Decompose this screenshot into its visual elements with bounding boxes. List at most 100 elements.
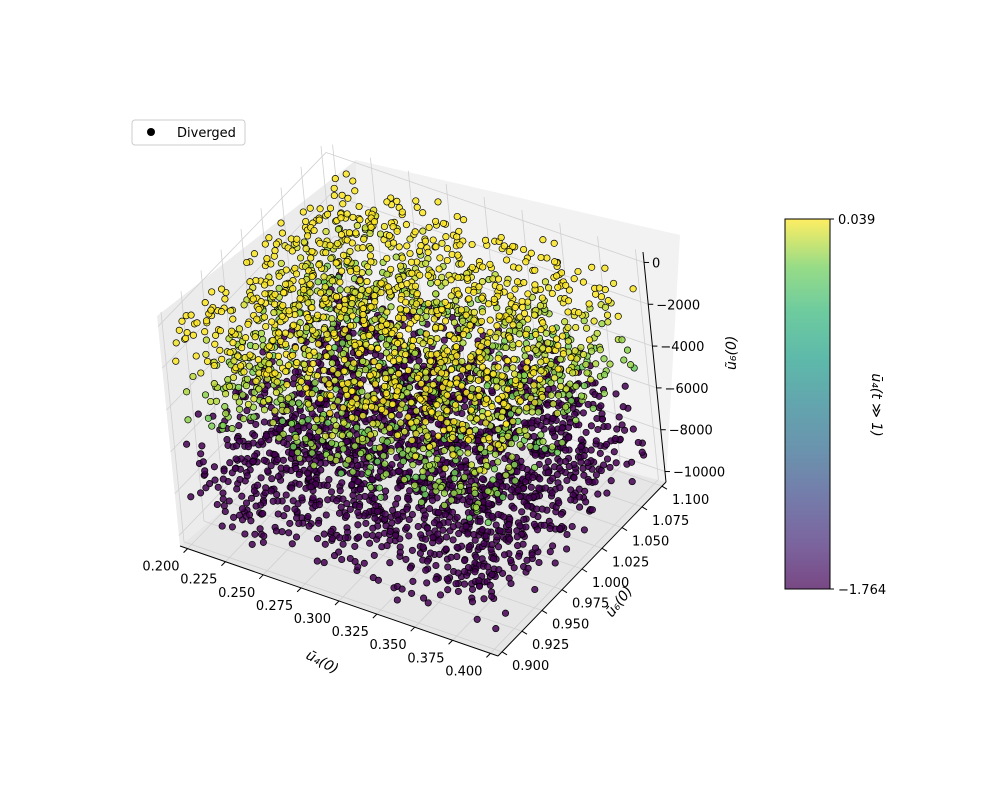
data-point bbox=[588, 263, 596, 271]
data-point bbox=[254, 481, 262, 489]
data-point bbox=[407, 419, 415, 427]
data-point bbox=[457, 306, 465, 314]
data-point bbox=[265, 360, 273, 368]
data-point bbox=[629, 285, 637, 293]
data-point bbox=[279, 301, 287, 309]
data-point bbox=[520, 515, 528, 524]
data-point bbox=[211, 340, 219, 348]
data-point bbox=[601, 303, 609, 311]
data-point bbox=[244, 443, 252, 451]
data-point bbox=[300, 360, 308, 368]
data-point bbox=[455, 394, 463, 402]
data-point bbox=[565, 462, 573, 471]
data-point bbox=[600, 355, 608, 363]
data-point bbox=[443, 575, 451, 583]
data-point bbox=[321, 294, 329, 302]
data-point bbox=[502, 420, 510, 428]
data-point bbox=[486, 328, 494, 336]
data-point bbox=[433, 298, 441, 306]
data-point bbox=[304, 232, 312, 240]
data-point bbox=[253, 315, 261, 323]
data-point bbox=[530, 311, 539, 319]
data-point bbox=[468, 585, 477, 593]
data-point bbox=[315, 501, 323, 509]
data-point bbox=[277, 395, 285, 403]
data-point bbox=[353, 423, 361, 432]
data-point bbox=[537, 326, 545, 334]
data-point bbox=[614, 312, 622, 320]
data-point bbox=[475, 577, 483, 585]
data-point bbox=[482, 532, 490, 540]
data-point bbox=[382, 341, 390, 349]
data-point bbox=[395, 370, 403, 378]
data-point bbox=[294, 448, 302, 456]
y-tick-label: 0.900 bbox=[512, 659, 549, 674]
data-point bbox=[412, 300, 421, 308]
data-point bbox=[406, 249, 414, 258]
data-point bbox=[403, 505, 411, 513]
data-point bbox=[538, 505, 546, 513]
data-point bbox=[489, 555, 498, 563]
data-point bbox=[603, 489, 611, 497]
data-point bbox=[398, 585, 406, 593]
data-point bbox=[588, 506, 596, 514]
data-point bbox=[505, 316, 513, 324]
data-point bbox=[336, 487, 344, 495]
data-point bbox=[383, 254, 391, 263]
data-point bbox=[494, 458, 502, 466]
data-point bbox=[467, 461, 476, 469]
colorbar-max-label: 0.039 bbox=[838, 213, 875, 228]
data-point bbox=[520, 279, 528, 287]
data-point bbox=[353, 265, 361, 273]
data-point bbox=[245, 511, 254, 519]
data-point bbox=[308, 449, 316, 457]
data-point bbox=[465, 543, 473, 551]
data-point bbox=[197, 450, 205, 458]
data-point bbox=[327, 527, 335, 536]
data-point bbox=[337, 503, 345, 511]
data-point bbox=[259, 510, 267, 518]
data-point bbox=[292, 270, 301, 278]
data-point bbox=[321, 540, 329, 548]
data-point bbox=[183, 388, 191, 396]
data-point bbox=[311, 423, 319, 431]
data-point bbox=[571, 410, 579, 418]
data-point bbox=[210, 380, 218, 388]
data-point bbox=[521, 426, 529, 434]
data-point bbox=[243, 258, 251, 267]
data-point bbox=[265, 342, 273, 350]
data-point bbox=[482, 395, 491, 403]
data-point bbox=[402, 221, 410, 229]
data-point bbox=[334, 225, 342, 233]
data-point bbox=[601, 286, 609, 294]
data-point bbox=[491, 450, 499, 458]
data-point bbox=[249, 457, 257, 466]
data-point bbox=[348, 414, 356, 422]
data-point bbox=[432, 243, 440, 251]
data-point bbox=[486, 581, 494, 589]
data-point bbox=[489, 370, 497, 378]
data-point bbox=[285, 529, 293, 537]
data-point bbox=[178, 317, 186, 325]
data-point bbox=[422, 312, 430, 321]
data-point bbox=[374, 344, 382, 353]
data-point bbox=[398, 400, 406, 408]
data-point bbox=[499, 482, 507, 490]
data-point bbox=[394, 510, 402, 519]
data-point bbox=[551, 559, 559, 567]
data-point bbox=[210, 361, 218, 370]
data-point bbox=[564, 337, 572, 345]
data-point bbox=[280, 289, 288, 297]
data-point bbox=[432, 561, 440, 570]
data-point bbox=[343, 500, 351, 508]
data-point bbox=[389, 506, 397, 514]
data-point bbox=[585, 300, 593, 308]
data-point bbox=[358, 387, 366, 396]
data-point bbox=[373, 458, 382, 466]
data-point bbox=[387, 412, 395, 420]
data-point bbox=[546, 548, 554, 556]
data-point bbox=[466, 321, 474, 329]
data-point bbox=[604, 297, 612, 305]
data-point bbox=[320, 530, 328, 538]
data-point bbox=[577, 436, 585, 444]
